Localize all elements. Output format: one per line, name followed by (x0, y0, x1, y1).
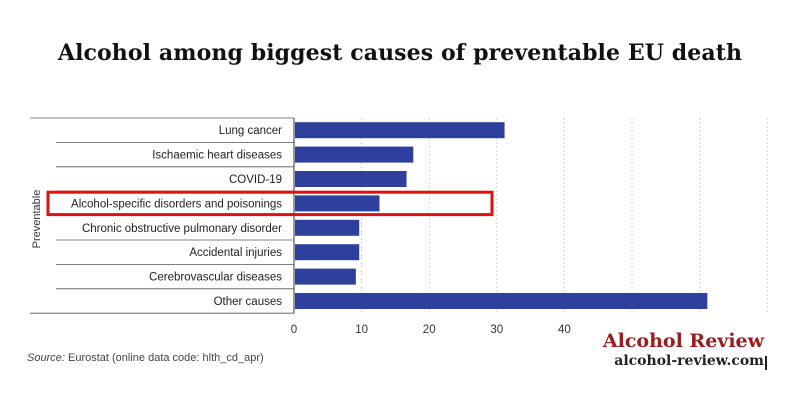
bar (295, 219, 360, 236)
category-label: COVID-19 (229, 174, 282, 186)
bar (295, 244, 360, 261)
source-text: Eurostat (online data code: hlth_cd_apr) (67, 352, 264, 364)
x-tick-label: 10 (355, 324, 368, 336)
category-label: Chronic obstructive pulmonary disorder (82, 223, 282, 235)
bar (295, 146, 414, 163)
brand-logo-name: Alcohol Review (602, 330, 764, 352)
bar (295, 268, 356, 285)
chart-title: Alcohol among biggest causes of preventa… (57, 40, 743, 66)
x-tick-label: 20 (423, 324, 436, 336)
bar (295, 171, 407, 187)
category-label: Cerebrovascular diseases (149, 272, 282, 284)
bar (295, 293, 708, 309)
category-label: Lung cancer (219, 125, 282, 137)
brand-logo-url: alcohol-review.com (614, 353, 764, 369)
highlight-box (46, 190, 494, 217)
brand-divider (765, 356, 767, 370)
category-label: Ischaemic heart diseases (152, 150, 282, 162)
source-label: Source: (27, 352, 65, 364)
category-label: Alcohol-specific disorders and poisoning… (71, 198, 282, 210)
x-tick-label: 40 (558, 324, 571, 336)
x-tick-label: 30 (490, 324, 503, 336)
category-label: Accidental injuries (189, 247, 282, 259)
bar (295, 195, 380, 212)
source-note: Source: Eurostat (online data code: hlth… (27, 352, 264, 364)
category-label: Other causes (214, 296, 283, 308)
group-label: Preventable (31, 190, 43, 249)
x-tick-label: 0 (291, 324, 297, 336)
bar (295, 122, 505, 139)
